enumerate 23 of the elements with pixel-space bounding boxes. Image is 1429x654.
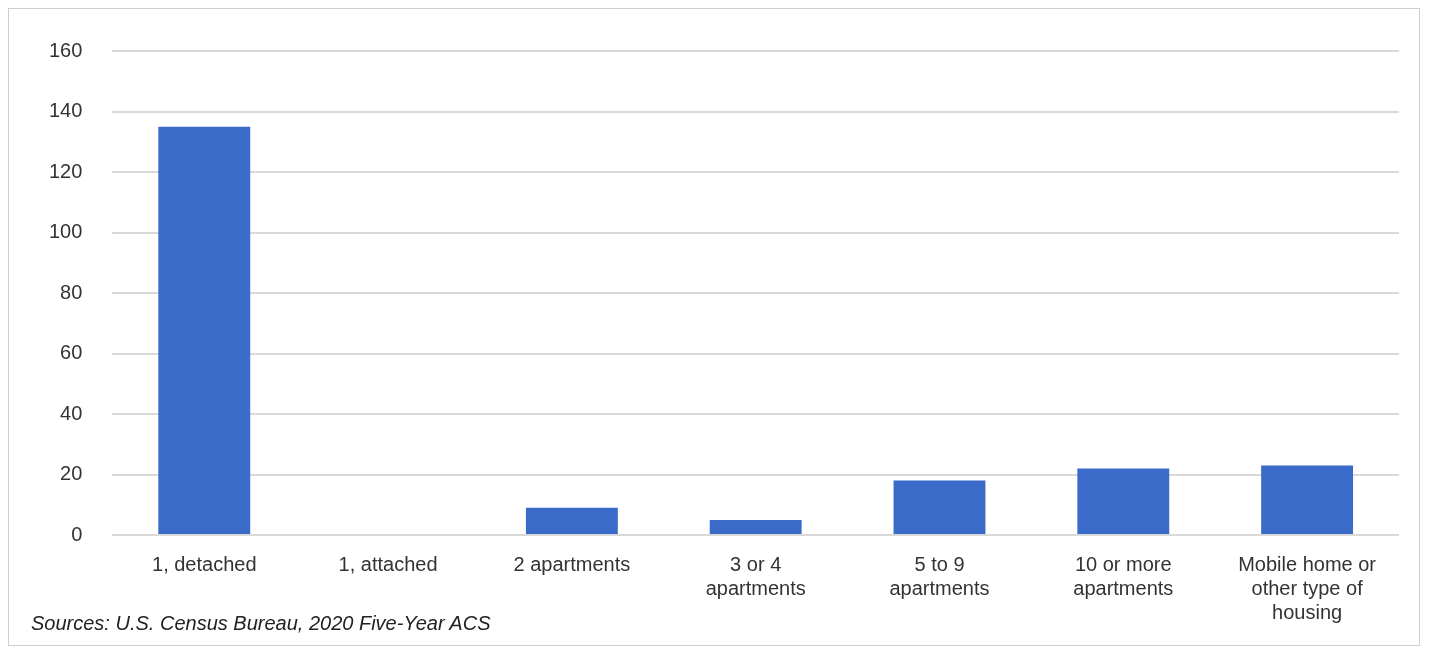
bar xyxy=(709,519,802,534)
y-tick-label: 100 xyxy=(48,220,83,243)
bar xyxy=(1077,468,1170,534)
x-tick-label: 1, attached xyxy=(338,552,438,575)
y-tick-label: 60 xyxy=(60,341,83,364)
bar xyxy=(158,126,251,534)
bar xyxy=(893,480,986,534)
y-tick-label: 40 xyxy=(60,401,83,424)
y-tick-label: 80 xyxy=(60,280,83,303)
bar xyxy=(525,507,618,534)
y-tick-label: 140 xyxy=(48,99,83,122)
bar xyxy=(1261,465,1354,534)
x-tick-label: Mobile home or other type of housing xyxy=(1238,552,1377,623)
y-tick-label: 20 xyxy=(60,462,83,485)
y-tick-label: 160 xyxy=(48,38,83,61)
x-tick-label: 1, detached xyxy=(152,552,257,575)
y-tick-label: 120 xyxy=(48,159,83,182)
x-tick-label: 10 or more apartments xyxy=(1073,552,1174,599)
x-tick-label: 2 apartments xyxy=(513,552,631,575)
source-note: Sources: U.S. Census Bureau, 2020 Five-Year ACS xyxy=(31,612,491,635)
x-tick-label: 5 to 9 apartments xyxy=(889,552,990,599)
x-tick-label: 3 or 4 apartments xyxy=(705,552,806,599)
y-tick-label: 0 xyxy=(71,522,83,545)
